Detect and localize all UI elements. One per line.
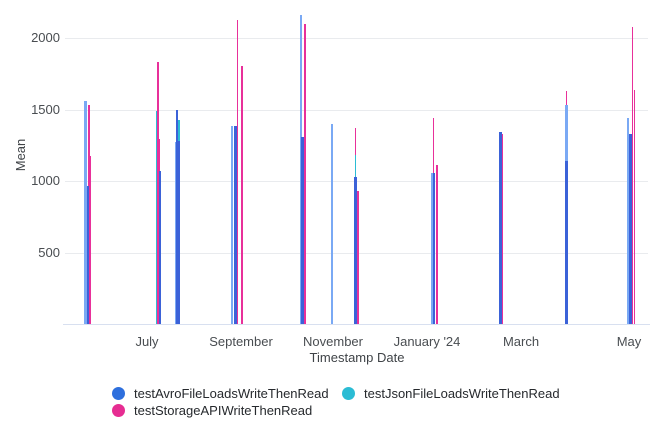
x-tick-label: March (502, 334, 540, 349)
bar-avro[interactable] (629, 133, 632, 324)
bar-avro[interactable] (231, 125, 233, 324)
legend-item-storage[interactable]: testStorageAPIWriteThenRead (112, 403, 312, 418)
bar-avro[interactable] (565, 160, 568, 324)
y-tick-label: 1500 (31, 101, 60, 117)
x-tick-label: May (616, 334, 642, 349)
bar-avro[interactable] (87, 186, 89, 324)
bar-avro[interactable] (84, 100, 87, 324)
bar-avro[interactable] (301, 136, 304, 324)
legend-label: testJsonFileLoadsWriteThenRead (364, 386, 560, 401)
x-axis-line (63, 324, 650, 325)
legend-swatch-storage (112, 404, 125, 417)
bar-storage[interactable] (633, 90, 635, 324)
x-tick-label: November (303, 334, 363, 349)
legend-label: testStorageAPIWriteThenRead (134, 403, 313, 418)
bar-avro[interactable] (432, 173, 435, 324)
x-tick-label: September (209, 334, 273, 349)
x-axis-title: Timestamp Date (309, 350, 405, 365)
legend-item-avro[interactable]: testAvroFileLoadsWriteThenRead (112, 386, 329, 401)
bar-storage[interactable] (631, 26, 633, 324)
bar-storage[interactable] (241, 65, 243, 324)
legend-label: testAvroFileLoadsWriteThenRead (134, 386, 329, 401)
gridline (65, 109, 648, 111)
y-axis-title: Mean (13, 138, 28, 172)
bar-avro[interactable] (431, 173, 433, 324)
bar-avro[interactable] (627, 118, 629, 324)
bar-storage[interactable] (88, 155, 91, 324)
bar-storage[interactable] (236, 20, 238, 324)
bar-avro[interactable] (331, 123, 333, 324)
y-tick-label: 500 (38, 244, 60, 260)
x-tick-label: July (135, 334, 159, 349)
bar-avro[interactable] (354, 176, 357, 324)
bar-storage[interactable] (357, 191, 359, 324)
y-tick-label: 1000 (31, 173, 60, 188)
bar-avro[interactable] (499, 132, 502, 324)
bar-storage[interactable] (435, 165, 438, 324)
bar-avro[interactable] (300, 15, 302, 324)
legend-item-json[interactable]: testJsonFileLoadsWriteThenRead (342, 386, 560, 401)
x-tick-label: January '24 (393, 334, 461, 349)
bar-avro[interactable] (176, 110, 178, 324)
bar-avro[interactable] (234, 125, 237, 324)
bar-storage[interactable] (501, 133, 503, 324)
bar-avro[interactable] (177, 140, 180, 324)
legend-swatch-avro (112, 387, 125, 400)
bar-avro[interactable] (158, 170, 161, 324)
gridline (65, 38, 648, 39)
bar-storage[interactable] (157, 138, 160, 324)
legend-swatch-json (342, 387, 355, 400)
y-tick-label: 2000 (31, 30, 60, 45)
bar-storage[interactable] (304, 23, 306, 324)
